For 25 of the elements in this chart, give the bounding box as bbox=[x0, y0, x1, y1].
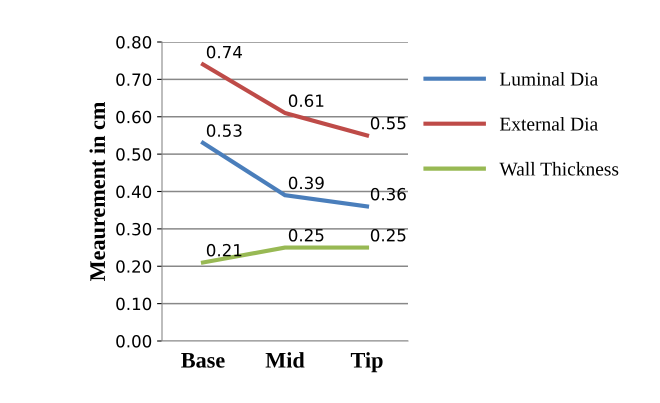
data-label: 0.36 bbox=[370, 188, 406, 200]
y-tick-label: 0.60 bbox=[116, 110, 152, 124]
data-label: 0.39 bbox=[288, 176, 324, 190]
data-label: 0.74 bbox=[206, 46, 242, 58]
y-tick-label: 0.50 bbox=[116, 148, 152, 161]
data-label: 0.25 bbox=[288, 228, 324, 242]
y-tick-label: 0.70 bbox=[116, 73, 152, 86]
legend-label: Luminal Dia bbox=[500, 72, 598, 86]
legend-label: Wall Thickness bbox=[499, 162, 618, 176]
y-tick-label: 0.80 bbox=[116, 36, 152, 49]
y-axis-title: Meaurement in cm bbox=[89, 102, 106, 282]
data-label: 0.53 bbox=[206, 124, 242, 137]
data-label: 0.55 bbox=[370, 116, 406, 130]
data-label: 0.61 bbox=[288, 94, 324, 108]
x-tick-label: Mid bbox=[266, 352, 305, 368]
y-tick-label: 0.20 bbox=[116, 260, 152, 273]
x-tick-label: Tip bbox=[350, 352, 383, 372]
y-tick-label: 0.10 bbox=[116, 298, 152, 310]
data-label: 0.21 bbox=[206, 244, 242, 257]
y-tick-label: 0.00 bbox=[116, 334, 152, 348]
data-label: 0.25 bbox=[370, 228, 406, 242]
legend-label: External Dia bbox=[500, 116, 598, 131]
y-tick-label: 0.40 bbox=[116, 185, 152, 198]
y-tick-label: 0.30 bbox=[116, 222, 152, 236]
x-tick-label: Base bbox=[181, 352, 225, 368]
